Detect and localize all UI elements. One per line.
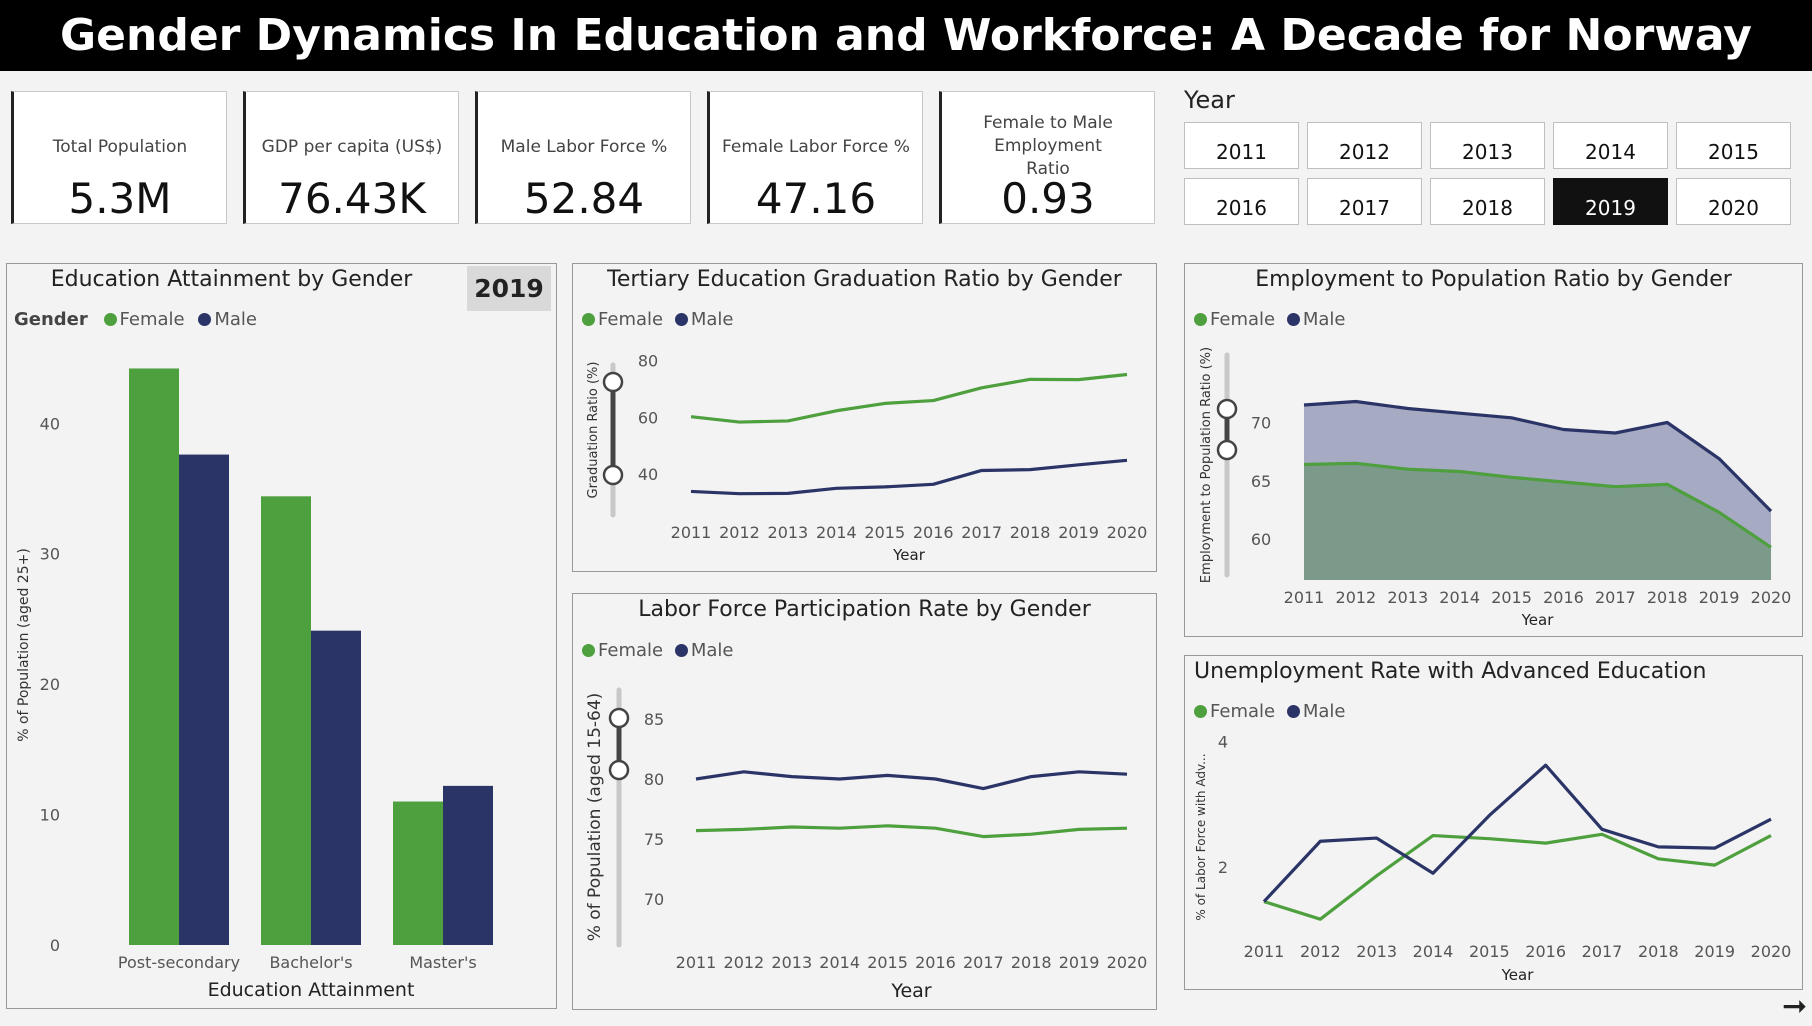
male-dot-icon [674,313,688,326]
legend-male[interactable]: Male [690,309,734,330]
legend-female[interactable]: Female [119,309,185,330]
year-button-2015[interactable]: 2015 [1676,122,1791,169]
kpi-value: 0.93 [1001,174,1095,223]
year-button-2019[interactable]: 2019 [1553,178,1668,225]
year-button-2012[interactable]: 2012 [1307,122,1422,169]
kpi-total-population: Total Population 5.3M [11,91,227,224]
female-dot-icon [1194,313,1207,326]
year-slicer-label: Year [1184,86,1235,114]
legend-female[interactable]: Female [1210,701,1276,722]
kpi-label: Female Labor Force % [722,137,910,157]
kpi-male-labor-force: Male Labor Force % 52.84 [475,91,691,224]
male-dot-icon [1286,705,1300,718]
kpi-female-labor-force: Female Labor Force % 47.16 [707,91,923,224]
year-button-2017[interactable]: 2017 [1307,178,1422,225]
kpi-value: 52.84 [523,174,645,223]
education-legend: Gender Female Male [14,309,257,330]
legend-female[interactable]: Female [1210,309,1276,330]
employment-legend: Female Male [1194,309,1345,330]
legend-title: Gender [14,309,88,330]
unemployment-legend: Female Male [1194,701,1345,722]
legend-male[interactable]: Male [1302,701,1346,722]
year-button-2020[interactable]: 2020 [1676,178,1791,225]
legend-male[interactable]: Male [1302,309,1346,330]
kpi-value: 76.43K [278,174,426,223]
year-button-2018[interactable]: 2018 [1430,178,1545,225]
tertiary-chart-title: Tertiary Education Graduation Ratio by G… [607,267,1122,292]
female-dot-icon [582,313,595,326]
kpi-value: 47.16 [755,174,877,223]
labor-panel: Labor Force Participation Rate by Gender [572,593,1157,1010]
education-year-badge: 2019 [467,266,551,311]
male-dot-icon [674,644,688,657]
unemployment-chart-title: Unemployment Rate with Advanced Educatio… [1194,659,1707,684]
arrow-right-icon[interactable]: ➞ [1782,989,1808,1024]
tertiary-legend: Female Male [582,309,733,330]
kpi-label: Female to Male Employment Ratio [983,113,1113,179]
kpi-value: 5.3M [68,174,172,223]
kpi-gdp-per-capita: GDP per capita (US$) 76.43K [243,91,459,224]
female-dot-icon [103,313,117,326]
labor-legend: Female Male [582,640,733,661]
male-dot-icon [1286,313,1300,326]
legend-female[interactable]: Female [598,309,664,330]
legend-male[interactable]: Male [214,309,257,330]
year-button-2013[interactable]: 2013 [1430,122,1545,169]
labor-chart-title: Labor Force Participation Rate by Gender [638,597,1091,622]
female-dot-icon [1194,705,1207,718]
kpi-label: Male Labor Force % [500,137,668,157]
legend-female[interactable]: Female [598,640,664,661]
education-chart-title: Education Attainment by Gender [50,267,413,292]
legend-male[interactable]: Male [690,640,734,661]
female-dot-icon [582,644,595,657]
kpi-label: GDP per capita (US$) [261,137,443,157]
year-button-2016[interactable]: 2016 [1184,178,1299,225]
year-button-2014[interactable]: 2014 [1553,122,1668,169]
dashboard-title: Gender Dynamics In Education and Workfor… [0,0,1812,71]
year-button-2011[interactable]: 2011 [1184,122,1299,169]
employment-chart-title: Employment to Population Ratio by Gender [1255,267,1732,292]
education-panel: Education Attainment by Gender [6,263,557,1009]
kpi-employment-ratio: Female to Male Employment Ratio 0.93 [939,91,1155,224]
male-dot-icon [198,313,212,326]
kpi-label: Total Population [52,137,188,157]
